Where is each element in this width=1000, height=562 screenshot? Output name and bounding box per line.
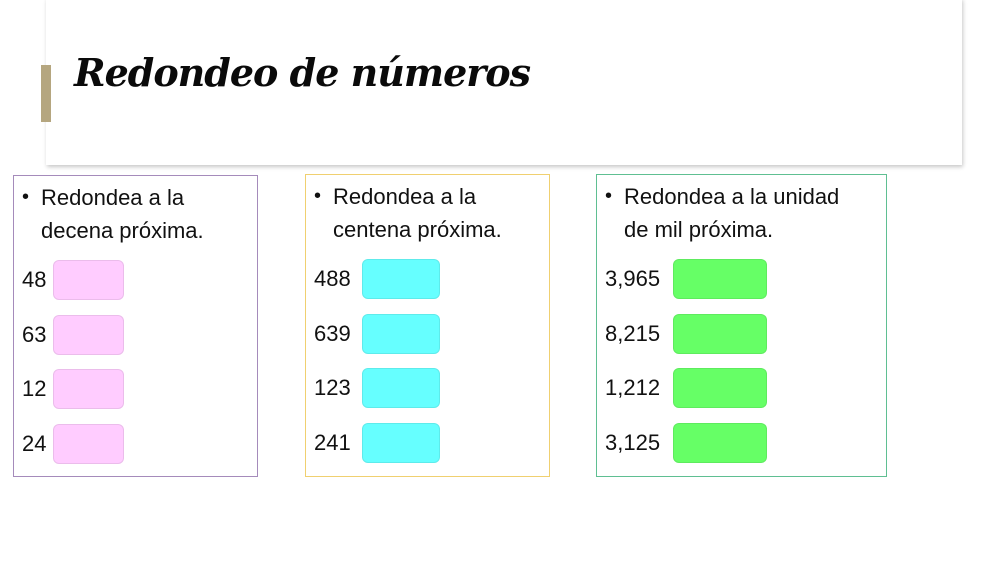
panel-round-hundreds: • Redondea a la centena próxima. 488 639… xyxy=(305,174,550,477)
number-label: 48 xyxy=(22,267,47,292)
number-label: 488 xyxy=(314,266,351,291)
instruction-line-1: Redondea a la unidad xyxy=(624,184,840,209)
instruction-line-2: decena próxima. xyxy=(41,218,204,243)
title-card xyxy=(46,0,962,165)
page-title: Redondeo de números xyxy=(74,50,531,95)
answer-drop-box[interactable] xyxy=(53,369,124,409)
number-label: 1,212 xyxy=(605,375,661,400)
panel-instruction: • Redondea a la decena próxima. xyxy=(22,181,204,247)
panel-round-thousands: • Redondea a la unidad de mil próxima. 3… xyxy=(596,174,887,477)
instruction-line-1: Redondea a la xyxy=(41,185,185,210)
number-label: 3,965 xyxy=(605,266,661,291)
answer-drop-box[interactable] xyxy=(673,314,767,354)
number-label: 639 xyxy=(314,321,351,346)
instruction-line-1: Redondea a la xyxy=(333,184,477,209)
panel-instruction: • Redondea a la unidad de mil próxima. xyxy=(605,180,839,246)
answer-drop-box[interactable] xyxy=(362,314,440,354)
answer-drop-box[interactable] xyxy=(53,424,124,464)
instruction-line-2: centena próxima. xyxy=(333,217,502,242)
answer-drop-box[interactable] xyxy=(362,368,440,408)
panel-round-tens: • Redondea a la decena próxima. 48 63 12… xyxy=(13,175,258,477)
answer-drop-box[interactable] xyxy=(673,423,767,463)
bullet-icon: • xyxy=(314,185,322,207)
answer-drop-box[interactable] xyxy=(53,260,124,300)
number-label: 123 xyxy=(314,375,351,400)
title-accent-bar xyxy=(41,65,51,122)
number-label: 8,215 xyxy=(605,321,661,346)
number-label: 12 xyxy=(22,376,47,401)
instruction-line-2: de mil próxima. xyxy=(624,217,774,242)
answer-drop-box[interactable] xyxy=(53,315,124,355)
number-label: 24 xyxy=(22,431,47,456)
answer-drop-box[interactable] xyxy=(673,259,767,299)
answer-drop-box[interactable] xyxy=(362,423,440,463)
answer-drop-box[interactable] xyxy=(673,368,767,408)
number-label: 241 xyxy=(314,430,351,455)
bullet-icon: • xyxy=(605,185,613,207)
bullet-icon: • xyxy=(22,186,30,208)
answer-drop-box[interactable] xyxy=(362,259,440,299)
number-label: 63 xyxy=(22,322,47,347)
number-label: 3,125 xyxy=(605,430,661,455)
panel-instruction: • Redondea a la centena próxima. xyxy=(314,180,502,246)
